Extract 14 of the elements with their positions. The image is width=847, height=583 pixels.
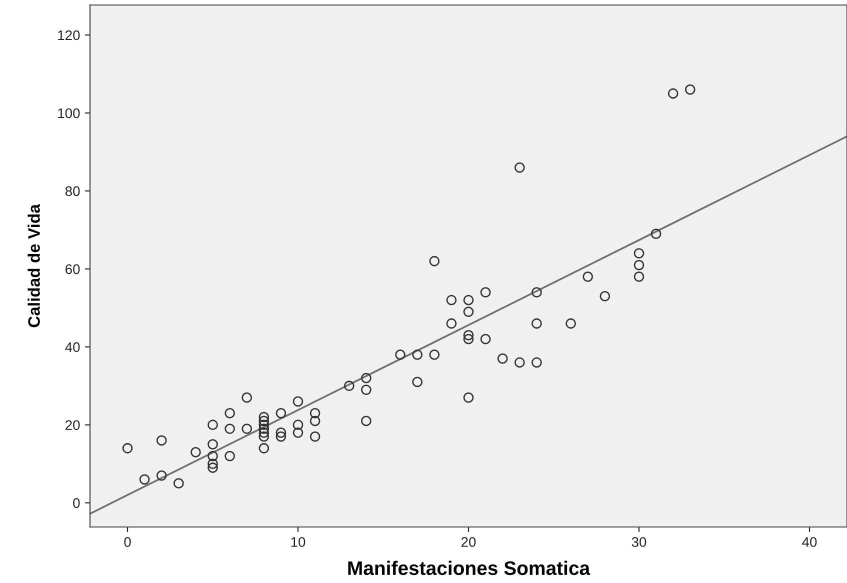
y-axis-title: Calidad de Vida	[28, 204, 40, 328]
x-tick-label: 20	[461, 537, 476, 547]
y-tick-label: 80	[65, 186, 80, 196]
x-tick-label: 0	[124, 537, 131, 547]
x-axis-title: Manifestaciones Somatica	[348, 560, 590, 576]
x-tick-label: 30	[632, 537, 646, 547]
x-tick-label: 40	[802, 537, 817, 547]
y-tick-label: 0	[73, 498, 80, 508]
y-tick-label: 60	[66, 264, 80, 274]
x-tick-label: 10	[291, 537, 306, 547]
y-tick-label: 100	[58, 108, 80, 118]
y-tick-label: 40	[65, 342, 80, 352]
y-tick-label: 20	[66, 420, 80, 430]
y-tick-label: 120	[58, 30, 80, 40]
